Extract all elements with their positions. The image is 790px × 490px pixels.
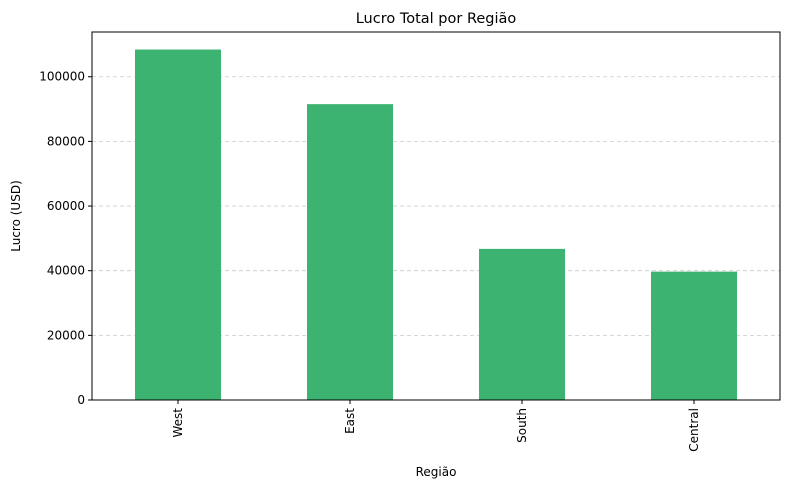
y-tick-label: 80000 bbox=[47, 134, 85, 148]
bar-east bbox=[307, 104, 393, 400]
x-axis-label: Região bbox=[416, 465, 457, 479]
bar-west bbox=[135, 49, 221, 401]
x-tick-label: East bbox=[343, 408, 357, 434]
y-tick-label: 20000 bbox=[47, 328, 85, 342]
chart-title: Lucro Total por Região bbox=[356, 11, 517, 27]
y-tick-label: 0 bbox=[77, 393, 85, 407]
bar-south bbox=[479, 248, 565, 400]
y-tick-label: 40000 bbox=[47, 264, 85, 278]
x-tick-label: West bbox=[171, 408, 185, 438]
x-tick-label: Central bbox=[687, 408, 701, 452]
bars bbox=[135, 49, 737, 401]
y-tick-label: 60000 bbox=[47, 199, 85, 213]
plot-frame bbox=[91, 31, 781, 401]
x-tick-label: South bbox=[515, 408, 529, 443]
y-axis-label: Lucro (USD) bbox=[9, 180, 23, 252]
bar-central bbox=[651, 271, 737, 400]
x-axis-ticks: West East South Central bbox=[171, 400, 701, 452]
y-tick-label: 100000 bbox=[39, 70, 85, 84]
y-axis-ticks: 0 20000 40000 60000 80000 100000 bbox=[39, 70, 92, 407]
